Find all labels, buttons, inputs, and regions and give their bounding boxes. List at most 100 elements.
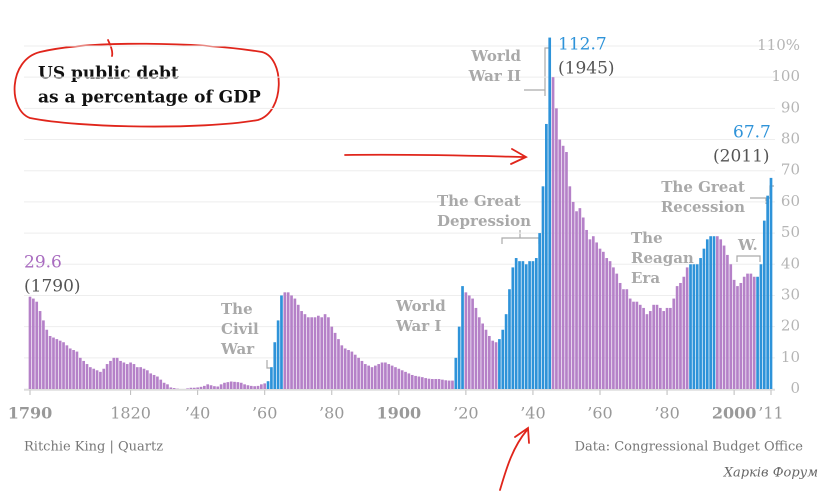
bar <box>615 273 619 389</box>
bar <box>481 323 484 389</box>
bar <box>561 145 565 389</box>
bar <box>313 317 317 389</box>
bar <box>286 292 290 389</box>
bar <box>655 304 659 389</box>
bar <box>648 311 652 389</box>
y-tick-label: 100 <box>771 67 800 85</box>
bar <box>685 267 689 389</box>
bar <box>628 298 632 389</box>
bar <box>283 292 287 389</box>
bar <box>464 292 468 389</box>
bar <box>55 339 59 389</box>
bar <box>35 301 39 389</box>
bar <box>390 365 394 389</box>
bar <box>293 298 297 389</box>
bar <box>266 381 270 389</box>
bar <box>394 367 397 389</box>
bar <box>665 307 669 389</box>
bar <box>192 387 196 389</box>
era-label: World <box>395 297 446 315</box>
bar <box>404 371 407 389</box>
bar <box>729 264 733 389</box>
bar <box>363 364 367 389</box>
bar <box>709 236 712 389</box>
bar <box>340 345 344 389</box>
x-tick-label: ’80 <box>319 404 344 423</box>
bar <box>52 337 55 389</box>
bar <box>638 304 642 389</box>
bar <box>454 357 458 389</box>
bar <box>146 370 149 389</box>
y-tick-label: 70 <box>781 161 800 179</box>
bar <box>585 229 588 389</box>
bar <box>534 258 538 389</box>
bar <box>608 261 612 389</box>
bar <box>568 186 572 389</box>
bar <box>246 385 250 389</box>
bar <box>92 368 96 389</box>
bar <box>736 286 739 389</box>
bar <box>692 264 696 389</box>
bar <box>28 296 32 389</box>
bar <box>488 335 491 389</box>
y-tick-label: 90 <box>781 98 800 116</box>
era-label: W. <box>737 236 758 254</box>
bar <box>233 381 236 389</box>
era-label: Civil <box>221 320 259 338</box>
bar <box>414 375 417 389</box>
bar <box>199 386 203 389</box>
bar <box>477 317 481 389</box>
x-tick-label: ’20 <box>453 404 478 423</box>
y-tick-label: 20 <box>781 317 800 335</box>
bar <box>642 307 645 389</box>
bar <box>273 342 277 389</box>
bar <box>32 298 35 389</box>
bar <box>551 77 555 389</box>
bar <box>702 248 706 389</box>
bar <box>451 380 454 389</box>
bar <box>323 314 327 389</box>
annotation: (2011) <box>713 147 770 167</box>
era-label: Depression <box>437 212 531 230</box>
bar <box>102 368 106 389</box>
bar <box>172 388 176 389</box>
bar <box>270 367 273 389</box>
bar <box>377 364 381 389</box>
era-label: War <box>220 340 255 358</box>
bar <box>229 381 233 389</box>
bar <box>310 317 313 389</box>
bar <box>521 261 525 389</box>
value-label: 29.6 <box>24 253 62 273</box>
bar <box>256 385 260 389</box>
bar <box>263 383 267 389</box>
annotation: (1790) <box>24 277 81 297</box>
chart-title: US public debt <box>38 64 179 84</box>
bar <box>400 370 404 389</box>
bar <box>213 386 216 389</box>
bar <box>669 307 672 389</box>
bar <box>652 304 655 389</box>
bar <box>742 276 746 389</box>
bar <box>42 320 45 389</box>
bar <box>109 360 112 389</box>
bar <box>280 295 283 389</box>
bar <box>474 307 478 389</box>
bar <box>112 357 116 389</box>
bar <box>528 261 531 389</box>
bar <box>330 326 334 389</box>
x-tick-label: 1790 <box>8 404 53 423</box>
era-label: Era <box>631 269 660 287</box>
bar <box>558 139 562 389</box>
bar <box>682 276 686 389</box>
bar <box>444 380 448 389</box>
bar <box>115 357 119 389</box>
bar <box>531 261 535 389</box>
bar <box>575 211 578 389</box>
bar <box>407 373 411 389</box>
bar <box>461 286 464 389</box>
bar <box>317 315 320 389</box>
x-tick-label: ’80 <box>654 404 679 423</box>
bar <box>99 371 102 389</box>
bar <box>659 307 662 389</box>
